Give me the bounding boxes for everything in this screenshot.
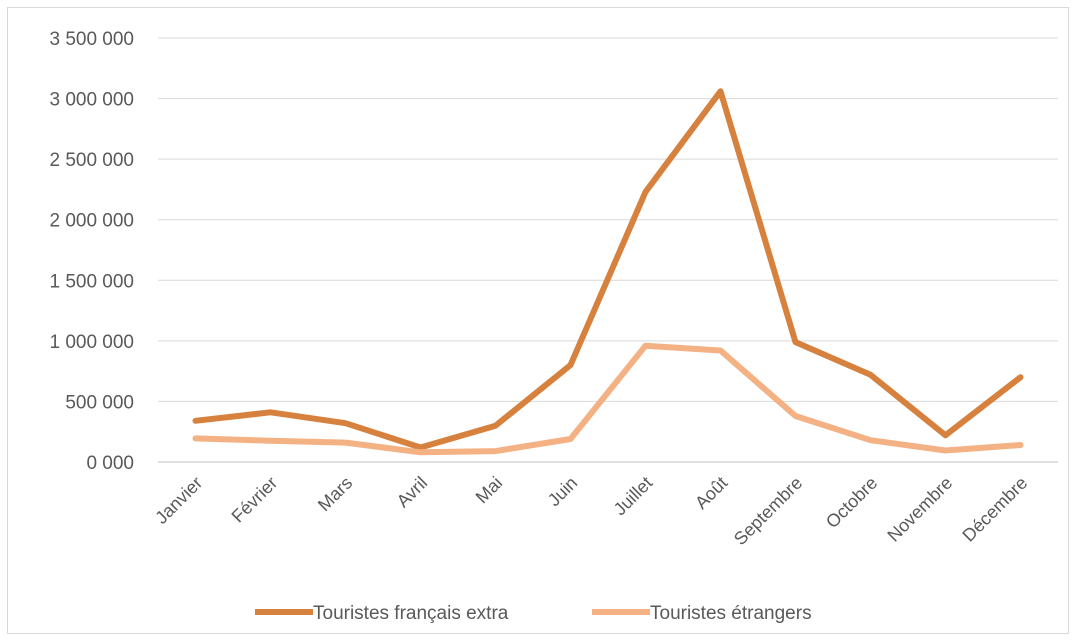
x-tick-label: Décembre: [958, 473, 1031, 546]
y-tick-label: 3 500 000: [49, 29, 134, 50]
y-tick-label: 500 000: [65, 392, 134, 413]
legend-label: Touristes étrangers: [650, 603, 812, 624]
y-tick-label: 0 000: [86, 453, 134, 474]
gridlines: [158, 37, 1058, 463]
y-tick-label: 2 500 000: [49, 150, 134, 171]
x-tick-label: Janvier: [151, 473, 206, 528]
x-tick-label: Août: [691, 473, 731, 513]
x-tick-label: Juillet: [610, 473, 657, 520]
x-tick-label: Septembre: [730, 473, 806, 549]
y-tick-label: 3 000 000: [49, 90, 134, 111]
x-tick-label: Mars: [314, 473, 356, 515]
x-tick-label: Octobre: [822, 473, 881, 532]
legend: Touristes français extra Touristes étrang…: [255, 603, 812, 624]
chart-frame: [7, 7, 1069, 634]
x-axis-ticks: Janvier Février Mars Avril Mai Juin Juillet Aoû…: [151, 473, 1031, 549]
x-tick-label: Février: [228, 473, 282, 527]
x-tick-label: Avril: [393, 473, 432, 512]
y-tick-label: 1 500 000: [49, 271, 134, 292]
x-tick-label: Novembre: [883, 473, 956, 546]
legend-label: Touristes français extra: [313, 603, 509, 624]
y-tick-label: 1 000 000: [49, 332, 134, 353]
series-line-1: [192, 88, 1024, 451]
y-axis-ticks: 0 000 500 000 1 000 000 1 500 000 2 000 000 2…: [49, 29, 134, 474]
series-line-2: [192, 342, 1024, 456]
x-tick-label: Mai: [472, 473, 507, 508]
x-tick-label: Juin: [544, 473, 581, 510]
series-lines: [192, 88, 1024, 456]
y-tick-label: 2 000 000: [49, 211, 134, 232]
